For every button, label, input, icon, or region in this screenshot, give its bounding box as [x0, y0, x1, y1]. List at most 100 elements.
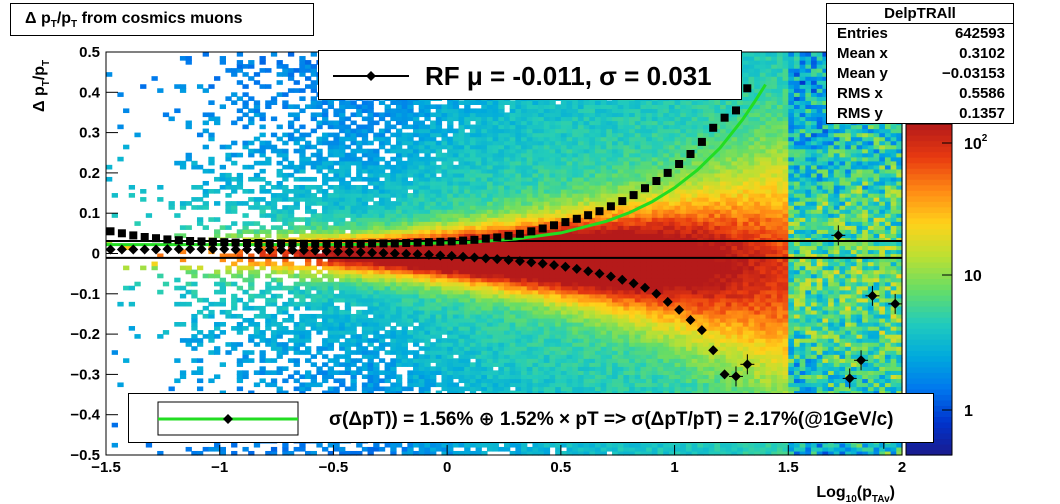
heatmap-cell	[361, 265, 369, 271]
heatmap-cell	[509, 176, 516, 182]
heatmap-cell	[509, 370, 516, 375]
heatmap-cell	[305, 68, 312, 73]
heatmap-cell	[401, 205, 408, 210]
heatmap-cell	[378, 144, 386, 150]
heatmap-cell	[401, 217, 408, 222]
heatmap-cell	[447, 140, 454, 146]
heatmap-cell	[521, 346, 528, 351]
heatmap-cell	[418, 193, 425, 198]
heatmap-cell	[469, 390, 477, 396]
heatmap-cell	[418, 156, 425, 162]
heatmap-cell	[486, 382, 494, 388]
heatmap-cell	[509, 197, 516, 202]
heatmap-cell	[407, 116, 414, 122]
heatmap-cell	[538, 221, 545, 226]
heatmap-cell	[185, 152, 192, 158]
heatmap-cell	[486, 370, 494, 375]
heatmap-cell	[526, 382, 534, 388]
heatmap-cell	[430, 128, 437, 134]
heatmap-cell	[333, 261, 340, 267]
heatmap-cell	[430, 136, 437, 142]
heatmap-cell	[430, 168, 437, 174]
heatmap-cell	[282, 156, 289, 162]
heatmap-cell	[287, 358, 295, 363]
heatmap-cell	[339, 261, 346, 267]
heatmap-cell	[481, 370, 488, 375]
heatmap-cell	[538, 193, 545, 198]
heatmap-cell	[333, 217, 340, 222]
heatmap-cell	[486, 265, 494, 271]
heatmap-cell	[390, 374, 397, 380]
heatmap-cell	[225, 225, 232, 230]
heatmap-cell	[390, 334, 397, 339]
heatmap-cell	[532, 245, 539, 251]
heatmap-cell	[538, 197, 545, 202]
heatmap-cell	[299, 281, 306, 287]
heatmap-cell	[413, 217, 420, 222]
heatmap-cell	[248, 334, 255, 339]
heatmap-cell	[447, 104, 454, 110]
heatmap-cell	[521, 326, 528, 331]
heatmap-cell	[327, 193, 335, 198]
heatmap-cell	[458, 313, 465, 319]
heatmap-cell	[316, 189, 323, 194]
heatmap-cell	[464, 225, 471, 230]
heatmap-cell	[486, 100, 494, 105]
heatmap-cell	[430, 104, 437, 110]
heatmap-cell	[248, 390, 255, 396]
heatmap-cell	[430, 233, 437, 238]
heatmap-cell	[293, 273, 300, 279]
heatmap-cell	[350, 176, 357, 182]
heatmap-cell	[543, 132, 551, 138]
heatmap-cell	[407, 144, 414, 150]
heatmap-cell	[509, 285, 516, 291]
heatmap-cell	[492, 346, 499, 351]
heatmap-cell	[339, 322, 346, 327]
heatmap-cell	[378, 156, 386, 162]
heatmap-cell	[555, 366, 562, 371]
heatmap-cell	[299, 148, 306, 154]
heatmap-cell	[572, 112, 579, 118]
heatmap-cell	[509, 265, 516, 271]
heatmap-cell	[305, 450, 312, 456]
heatmap-cell	[441, 201, 448, 206]
heatmap-cell	[521, 390, 528, 396]
heatmap-cell	[560, 189, 568, 194]
heatmap-cell	[447, 213, 454, 218]
heatmap-cell	[276, 168, 283, 174]
heatmap-cell	[270, 265, 278, 271]
heatmap-cell	[498, 285, 505, 291]
heatmap-cell	[299, 217, 306, 222]
heatmap-cell	[424, 281, 431, 287]
heatmap-cell	[560, 342, 568, 347]
heatmap-cell	[418, 108, 425, 114]
heatmap-cell	[236, 285, 244, 291]
heatmap-cell	[475, 338, 482, 343]
heatmap-cell	[560, 257, 568, 263]
heatmap-cell	[413, 354, 420, 359]
heatmap-cell	[509, 249, 516, 255]
heatmap-cell	[475, 100, 482, 105]
heatmap-cell	[401, 164, 408, 170]
heatmap-cell	[305, 265, 312, 271]
heatmap-cell	[447, 269, 454, 275]
heatmap-cell	[356, 346, 363, 351]
heatmap-cell	[344, 124, 352, 130]
heatmap-cell	[344, 233, 352, 238]
heatmap-cell	[236, 116, 244, 122]
heatmap-cell	[555, 450, 562, 456]
heatmap-cell	[447, 164, 454, 170]
heatmap-cell	[191, 205, 198, 210]
heatmap-cell	[287, 209, 295, 214]
heatmap-cell	[407, 289, 414, 295]
heatmap-cell	[407, 358, 414, 363]
heatmap-cell	[526, 140, 534, 146]
heatmap-cell	[305, 76, 312, 81]
heatmap-cell	[407, 269, 414, 275]
heatmap-cell	[560, 184, 568, 190]
heatmap-cell	[549, 124, 556, 130]
heatmap-cell	[452, 189, 460, 194]
heatmap-cell	[407, 382, 414, 388]
heatmap-cell	[225, 184, 232, 190]
heatmap-cell	[282, 152, 289, 158]
